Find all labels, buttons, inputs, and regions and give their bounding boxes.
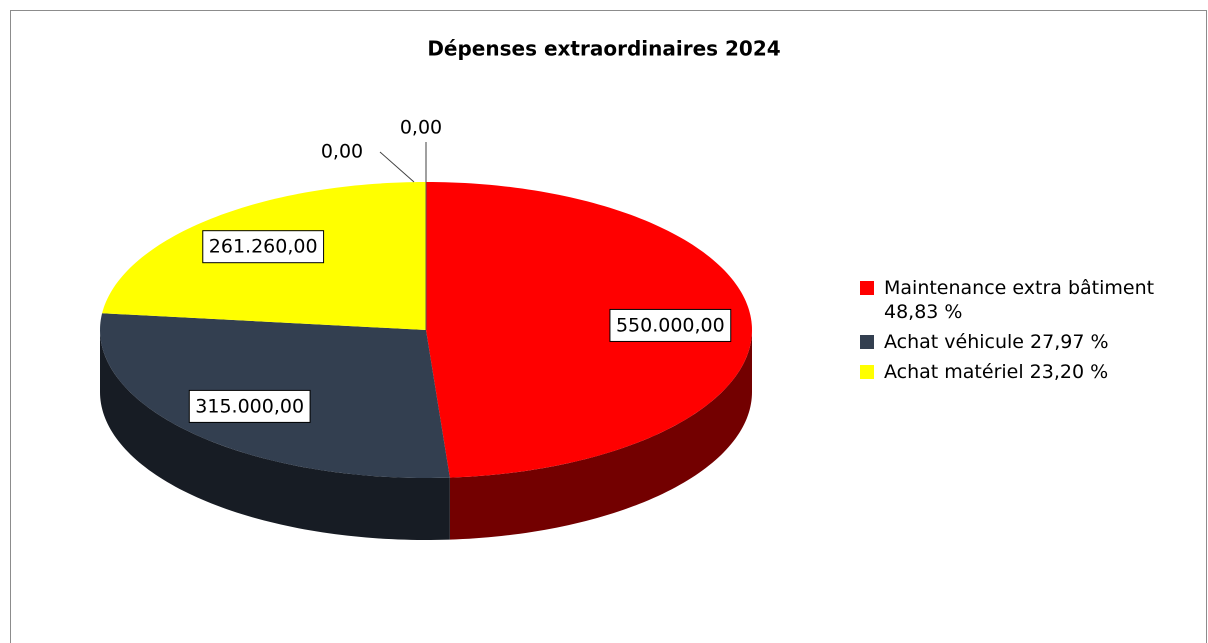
slice-side — [449, 330, 752, 540]
legend-item: Achat véhicule 27,97 % — [860, 330, 1200, 354]
data-label: 0,00 — [321, 141, 363, 163]
legend-label: Maintenance extra bâtiment 48,83 % — [884, 277, 1155, 323]
legend-item: Maintenance extra bâtiment 48,83 % — [860, 276, 1200, 324]
legend-label: Achat véhicule 27,97 % — [884, 331, 1109, 353]
data-label-box — [609, 308, 732, 342]
legend: Maintenance extra bâtiment 48,83 % Achat … — [860, 276, 1200, 390]
legend-item: Achat matériel 23,20 % — [860, 360, 1200, 384]
leader-line — [379, 151, 415, 183]
data-label-box — [188, 389, 311, 423]
data-label-box — [202, 230, 325, 264]
data-label: 550.000,00 — [616, 314, 725, 336]
data-label: 315.000,00 — [195, 395, 304, 417]
legend-label: Achat matériel 23,20 % — [884, 361, 1109, 383]
slice — [426, 182, 752, 478]
chart-title: Dépenses extraordinaires 2024 — [427, 37, 780, 61]
legend-swatch — [860, 335, 874, 349]
legend-swatch — [860, 365, 874, 379]
legend-swatch — [860, 281, 874, 295]
data-label: 0,00 — [400, 117, 442, 139]
data-label: 261.260,00 — [209, 236, 318, 258]
slice-side — [100, 330, 450, 540]
